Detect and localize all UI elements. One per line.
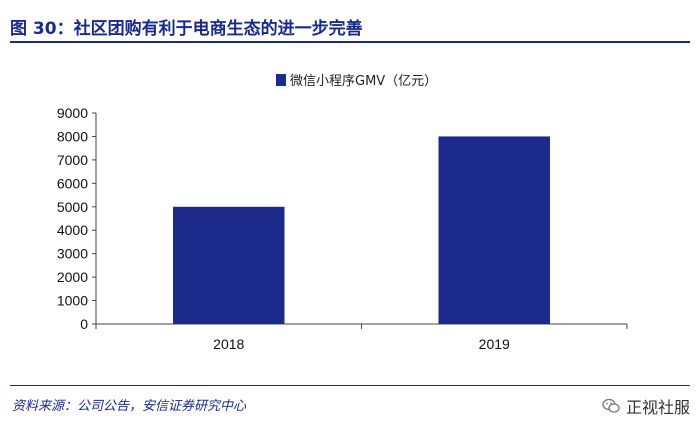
bars (172, 136, 551, 324)
x-tick-label: 2019 (479, 336, 510, 352)
y-tick-label: 1000 (57, 293, 88, 309)
y-tick-label: 5000 (57, 199, 88, 215)
y-tick-label: 3000 (57, 246, 88, 262)
source-divider (10, 385, 690, 386)
watermark: 正视社服 (602, 394, 690, 418)
y-tick-label: 0 (80, 316, 88, 332)
figure-title: 图 30：社区团购有利于电商生态的进一步完善 (10, 19, 363, 39)
bar-2019 (438, 136, 551, 324)
y-axis: 0 1000 2000 3000 4000 5000 6000 7000 8000 9000 (57, 105, 97, 332)
x-tick-label: 2018 (213, 336, 244, 352)
y-tick-label: 7000 (57, 152, 88, 168)
legend-swatch (276, 74, 286, 86)
y-tick-label: 4000 (57, 222, 88, 238)
y-tick-label: 6000 (57, 175, 88, 191)
x-axis: 2018 2019 (95, 323, 628, 352)
wechat-icon (602, 398, 620, 413)
bar-2018 (172, 206, 285, 324)
source-note: 资料来源：公司公告，安信证券研究中心 (12, 399, 247, 414)
bar-chart: 微信小程序GMV（亿元） 0 1000 2000 3000 4000 5000 6000 70… (57, 74, 628, 352)
y-tick-label: 2000 (57, 269, 88, 285)
legend-label: 微信小程序GMV（亿元） (290, 74, 437, 89)
title-divider (10, 41, 690, 43)
y-tick-label: 9000 (57, 105, 88, 121)
chart-legend: 微信小程序GMV（亿元） (276, 74, 437, 89)
watermark-text: 正视社服 (625, 398, 690, 417)
y-tick-label: 8000 (57, 128, 88, 144)
